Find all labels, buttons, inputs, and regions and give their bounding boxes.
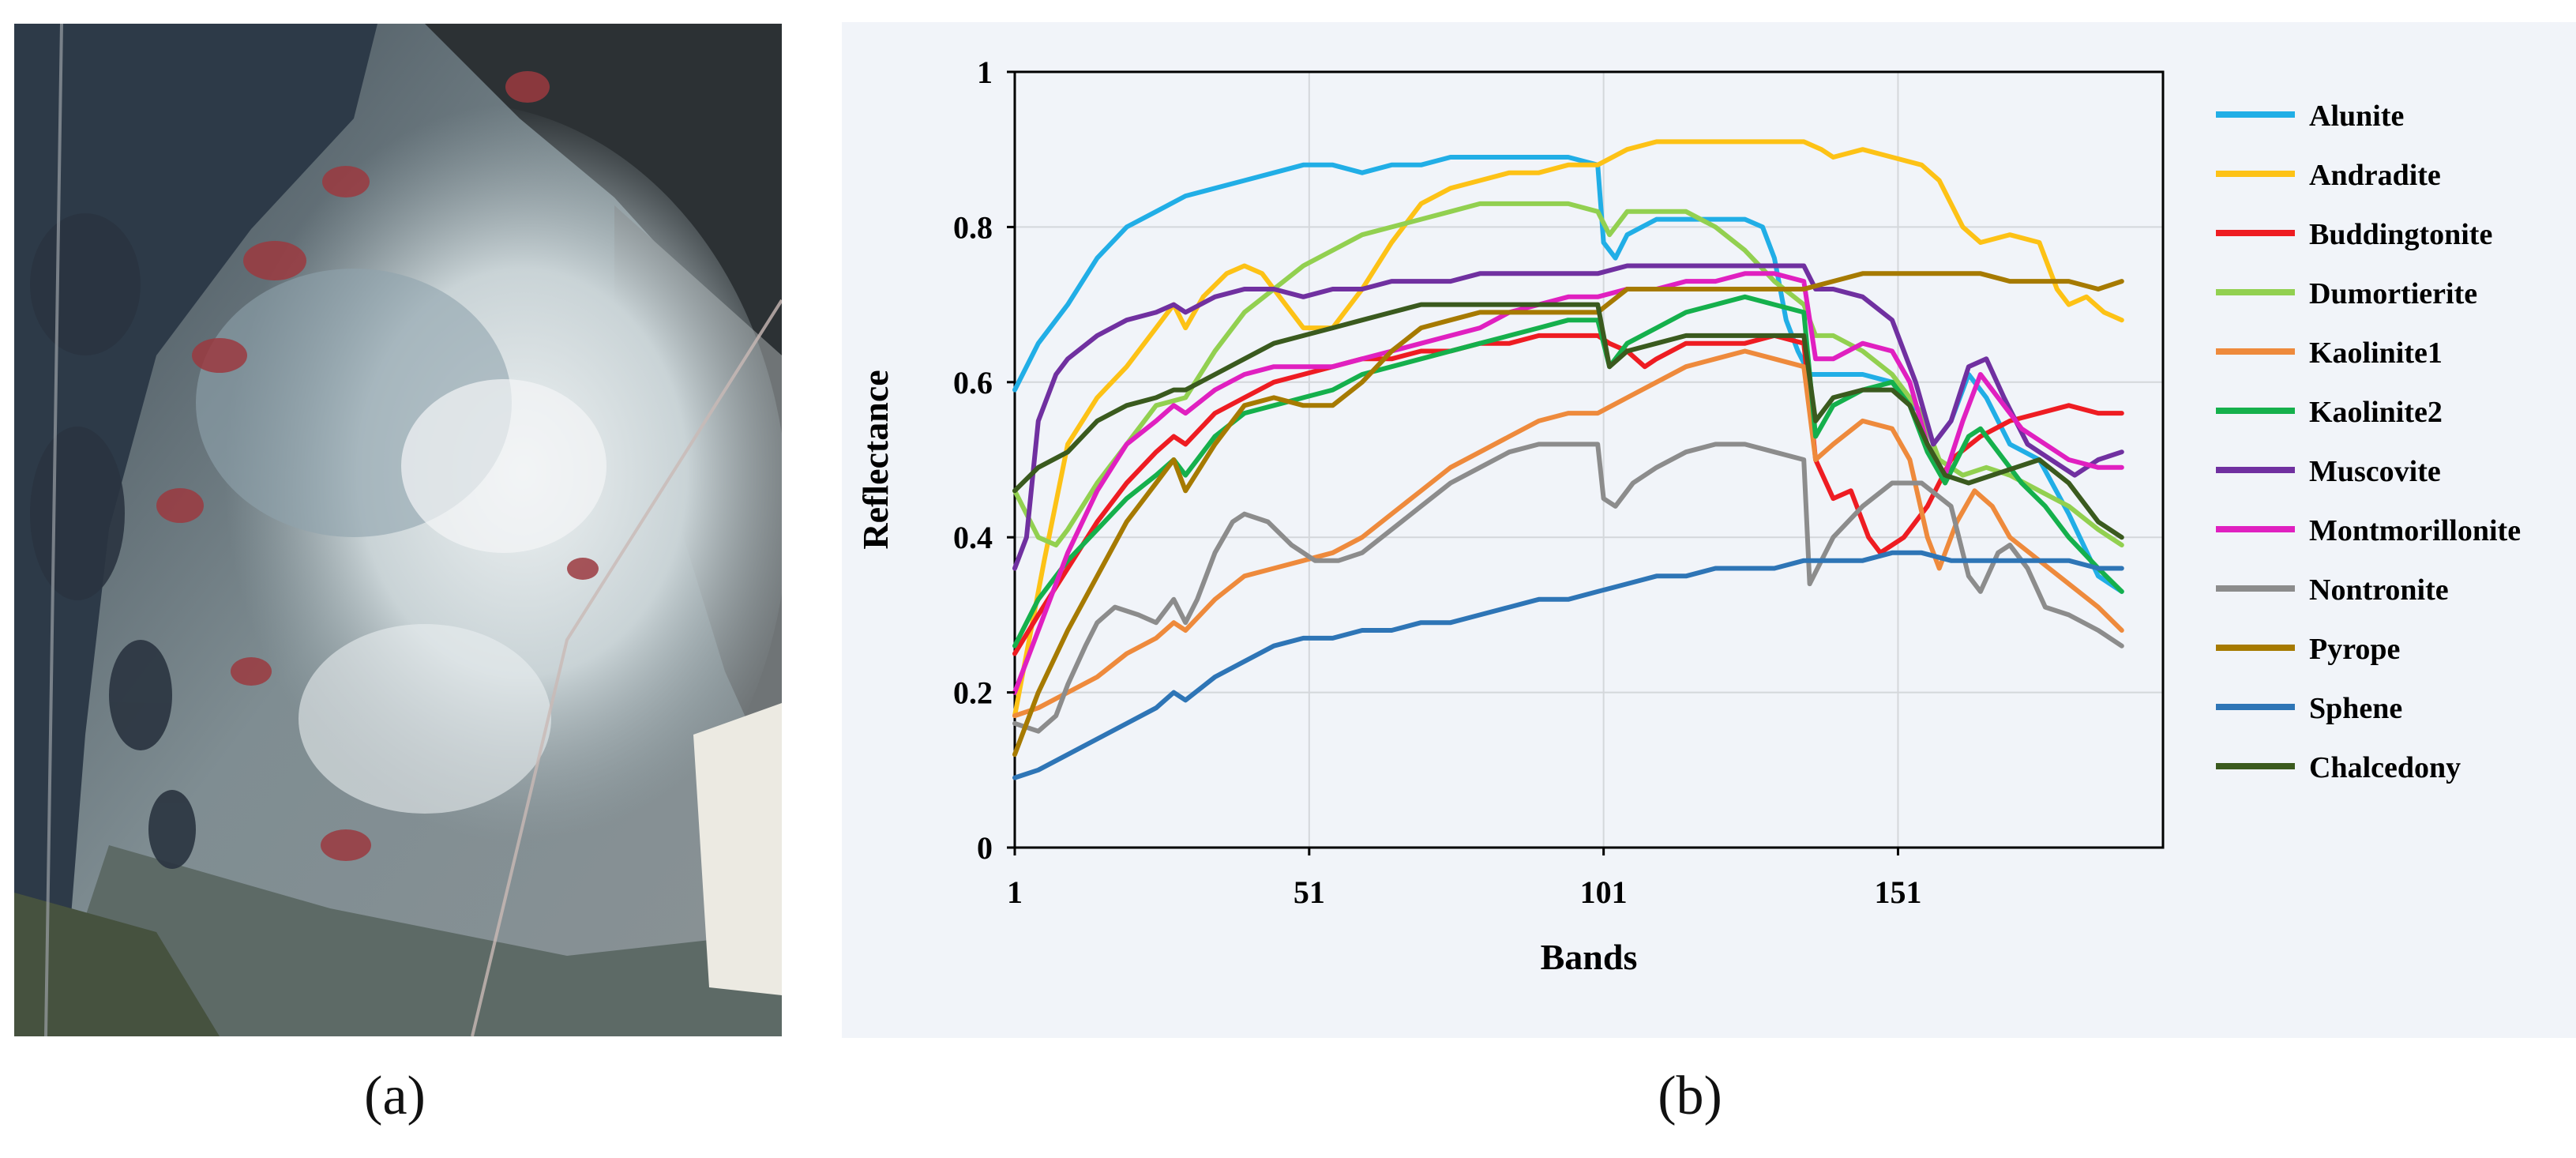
y-axis-label: Reflectance: [855, 370, 896, 549]
series-line-andradite: [1012, 139, 2124, 719]
series-line-montmorillonite: [1012, 271, 2124, 695]
legend-label: Pyrope: [2309, 633, 2400, 666]
y-tick-label: 0.4: [953, 520, 993, 555]
legend-label: Sphene: [2309, 692, 2402, 725]
x-tick-label: 151: [1874, 874, 1921, 910]
series-line-chalcedony: [1012, 302, 2124, 540]
x-tick-label: 1: [1007, 874, 1023, 910]
legend-label: Kaolinite1: [2309, 336, 2443, 370]
legend: Alunite Andradite Buddingtonite Dumortierit…: [2216, 100, 2521, 784]
y-tick-label: 0.6: [953, 365, 993, 400]
legend-label: Muscovite: [2309, 455, 2441, 488]
legend-label: Alunite: [2309, 100, 2404, 133]
legend-label: Montmorillonite: [2309, 514, 2521, 547]
x-tick-label: 51: [1294, 874, 1325, 910]
x-tick-label: 101: [1580, 874, 1628, 910]
x-axis-label: Bands: [1541, 937, 1638, 977]
satellite-image: [14, 24, 782, 1036]
series-group: [1012, 139, 2124, 780]
series-line-sphene: [1012, 550, 2124, 780]
legend-label: Buddingtonite: [2309, 218, 2492, 251]
spectra-chart: 00.20.40.60.811 51 101 151 Bands Reflectanc…: [842, 22, 2576, 1038]
series-line-dumortierite: [1012, 201, 2124, 547]
y-tick-label: 0.2: [953, 675, 993, 711]
tick-labels: 00.20.40.60.811 51 101 151: [953, 55, 1921, 910]
caption-a: (a): [364, 1066, 426, 1126]
series-line-buddingtonite: [1012, 333, 2124, 656]
series-line-kaolinite1: [1012, 348, 2124, 719]
series-line-nontronite: [1012, 442, 2124, 734]
legend-label: Dumortierite: [2309, 277, 2477, 310]
series-line-pyrope: [1012, 271, 2124, 758]
series-line-muscovite: [1012, 263, 2124, 571]
plot-frame: [1013, 70, 2165, 849]
legend-label: Nontronite: [2309, 573, 2449, 607]
caption-b: (b): [1658, 1066, 1722, 1126]
y-tick-label: 0.8: [953, 209, 993, 245]
legend-label: Chalcedony: [2309, 751, 2461, 784]
y-tick-label: 0: [977, 830, 993, 866]
y-tick-label: 1: [977, 55, 993, 90]
legend-label: Kaolinite2: [2309, 396, 2443, 429]
legend-label: Andradite: [2309, 159, 2441, 192]
